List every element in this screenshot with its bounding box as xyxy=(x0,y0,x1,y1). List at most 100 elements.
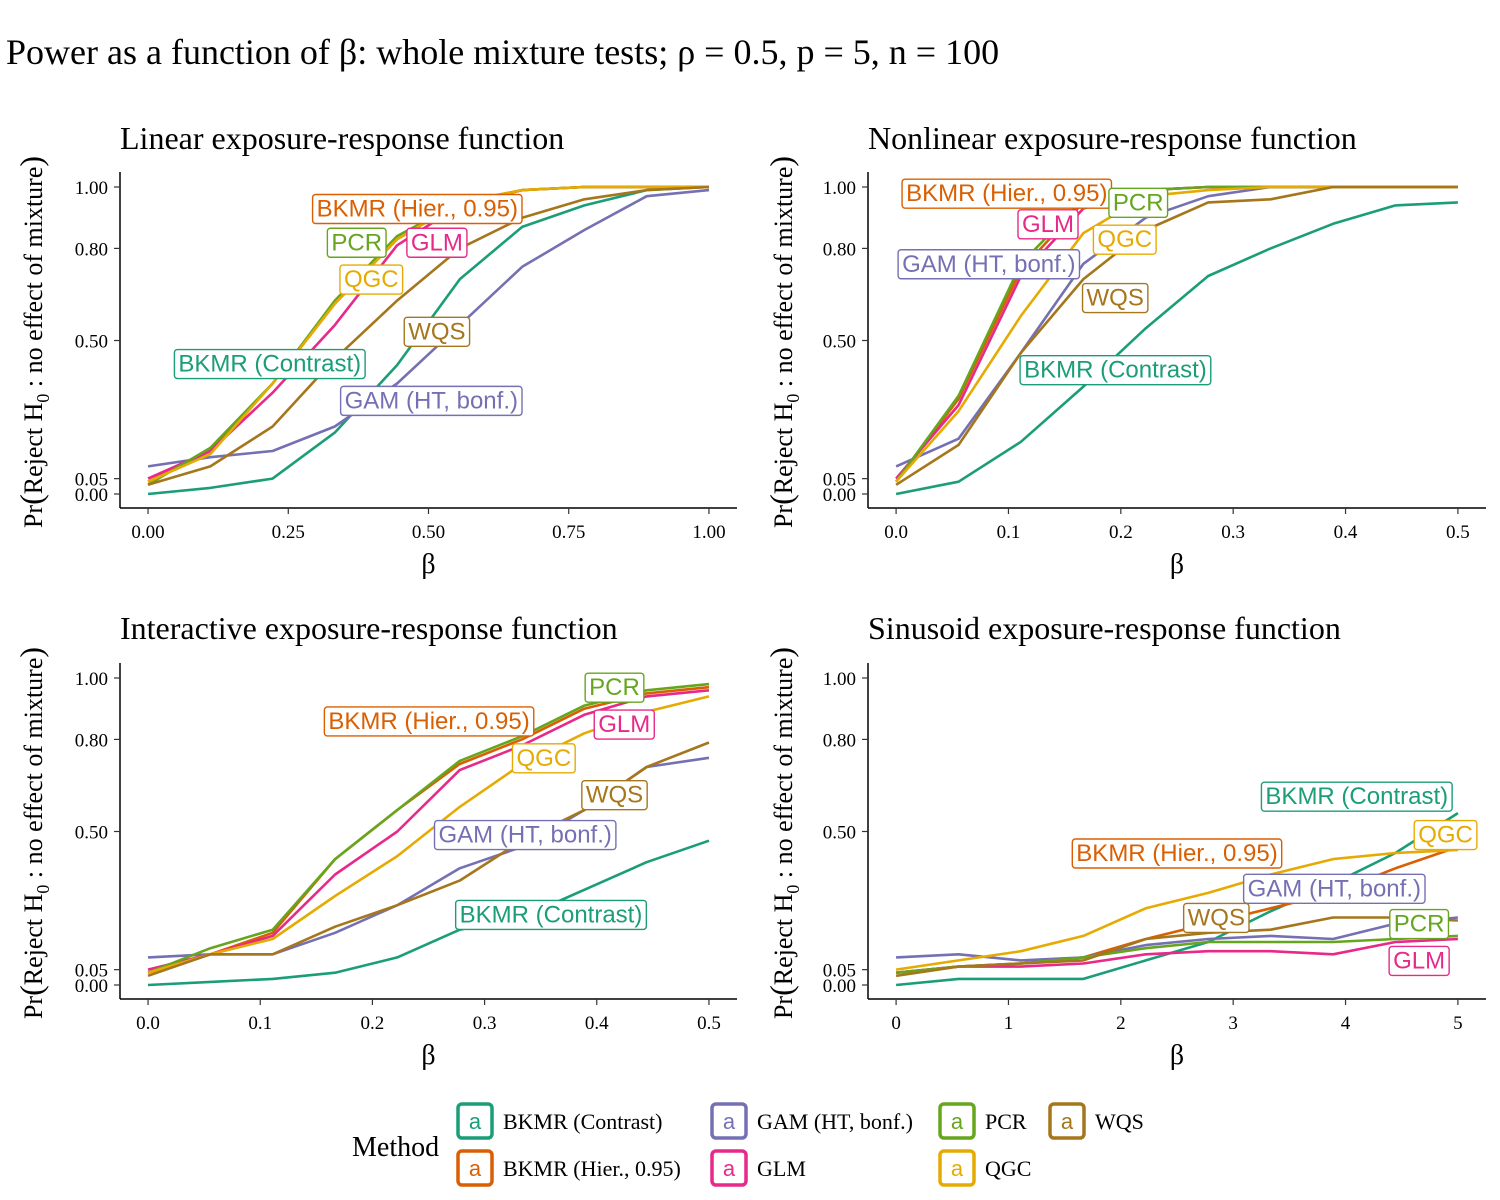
series-label-gam-ht-bonf: GAM (HT, bonf.) xyxy=(1242,873,1426,904)
series-line-glm xyxy=(147,689,710,971)
legend-key xyxy=(710,1102,748,1140)
legend-item-qgc: a QGC xyxy=(938,1149,1031,1187)
series-label-gam-ht-bonf: GAM (HT, bonf.) xyxy=(339,385,523,417)
svg-text:GAM (HT, bonf.): GAM (HT, bonf.) xyxy=(1248,875,1421,902)
svg-text:WQS: WQS xyxy=(586,782,643,809)
series-line-gam-ht-bonf xyxy=(896,916,1459,962)
series-line-gam-ht-bonf xyxy=(147,188,710,468)
series-label-bkmr-contrast: BKMR (Contrast) xyxy=(1260,781,1453,812)
y-tick-label: 0.80 xyxy=(823,239,856,260)
y-tick-label: 0.50 xyxy=(823,332,856,353)
legend-key-glyph: a xyxy=(469,1156,482,1181)
legend-item-bkmr-contrast: a BKMR (Contrast) xyxy=(456,1102,663,1140)
svg-text:WQS: WQS xyxy=(1188,904,1245,931)
legend-label: WQS xyxy=(1095,1109,1144,1134)
series-label-bkmr-contrast: BKMR (Contrast) xyxy=(173,348,366,380)
y-tick-label: 0.05 xyxy=(823,961,856,982)
svg-text:QGC: QGC xyxy=(1418,822,1473,849)
svg-text:PCR: PCR xyxy=(1394,911,1445,938)
panel-interactive: Interactive exposure-response function 0.… xyxy=(13,610,737,1071)
legend-item-glm: a GLM xyxy=(710,1149,806,1187)
svg-text:QGC: QGC xyxy=(344,266,399,293)
x-tick-label: 0.0 xyxy=(884,522,908,543)
svg-text:QGC: QGC xyxy=(1097,226,1152,253)
x-tick-label: 4 xyxy=(1341,1013,1351,1034)
x-tick-label: 0.5 xyxy=(697,1013,721,1034)
series-label-qgc: QGC xyxy=(339,264,404,295)
svg-text:BKMR (Contrast): BKMR (Contrast) xyxy=(1265,783,1448,810)
series-label-pcr: PCR xyxy=(584,672,645,703)
legend-item-bkmr-hier-0-95: a BKMR (Hier., 0.95) xyxy=(456,1149,681,1187)
x-axis-label: β xyxy=(1170,1040,1184,1071)
series-line-pcr xyxy=(895,185,1458,483)
x-tick-label: 0.4 xyxy=(1334,522,1358,543)
series-line-wqs xyxy=(895,185,1458,486)
y-tick-label: 0.00 xyxy=(823,976,856,997)
x-tick-label: 0.1 xyxy=(248,1013,272,1034)
series-label-glm: GLM xyxy=(593,709,655,740)
series-label-wqs: WQS xyxy=(581,779,648,811)
legend-label: GLM xyxy=(757,1156,806,1181)
series-label-glm: GLM xyxy=(1017,209,1079,240)
legend-key xyxy=(456,1102,494,1140)
series-line-gam-ht-bonf xyxy=(895,185,1458,468)
y-tick-label: 0.00 xyxy=(75,976,108,997)
svg-text:GLM: GLM xyxy=(411,229,463,256)
series-label-glm: GLM xyxy=(406,227,468,258)
y-tick-label: 0.00 xyxy=(75,485,108,506)
legend-key-glyph: a xyxy=(951,1109,964,1134)
legend-label: BKMR (Contrast) xyxy=(503,1109,663,1134)
svg-text:QGC: QGC xyxy=(516,745,571,772)
series-label-bkmr-hier-0-95: BKMR (Hier., 0.95) xyxy=(323,706,535,737)
y-tick-label: 1.00 xyxy=(823,178,856,199)
legend-label: PCR xyxy=(985,1109,1027,1134)
series-line-glm xyxy=(895,185,1458,480)
series-label-pcr: PCR xyxy=(1108,187,1169,219)
x-tick-label: 1 xyxy=(1004,1013,1014,1034)
y-axis-label: Pr(Reject H0 : no effect of mixture) xyxy=(13,156,53,528)
series-line-glm xyxy=(895,937,1458,974)
svg-text:PCR: PCR xyxy=(589,674,640,701)
series-label-glm: GLM xyxy=(1388,945,1450,977)
series-line-wqs xyxy=(147,185,710,487)
svg-text:GAM (HT, bonf.): GAM (HT, bonf.) xyxy=(345,387,518,414)
svg-text:GLM: GLM xyxy=(1393,947,1445,974)
series-label-gam-ht-bonf: GAM (HT, bonf.) xyxy=(433,819,617,851)
legend-key-glyph: a xyxy=(723,1156,736,1181)
y-tick-label: 1.00 xyxy=(75,178,108,199)
series-label-qgc: QGC xyxy=(1413,819,1478,851)
x-tick-label: 0.75 xyxy=(552,522,585,543)
series-label-bkmr-hier-0-95: BKMR (Hier., 0.95) xyxy=(311,193,523,225)
panel-title: Interactive exposure-response function xyxy=(120,610,618,646)
series-line-qgc xyxy=(895,185,1458,483)
x-axis-label: β xyxy=(421,549,435,580)
y-tick-label: 0.80 xyxy=(75,730,108,751)
svg-text:GAM (HT, bonf.): GAM (HT, bonf.) xyxy=(439,822,612,849)
series-label-wqs: WQS xyxy=(1081,282,1149,314)
series-label-bkmr-contrast: BKMR (Contrast) xyxy=(454,899,648,931)
x-axis-label: β xyxy=(1170,549,1184,580)
x-tick-label: 0.2 xyxy=(361,1013,385,1034)
svg-text:BKMR (Contrast): BKMR (Contrast) xyxy=(460,901,643,928)
panel-title: Linear exposure-response function xyxy=(120,120,564,156)
panel-sinusoid: Sinusoid exposure-response function0.000… xyxy=(763,610,1486,1071)
x-tick-label: 0.1 xyxy=(997,522,1021,543)
panel-nonlinear: Nonlinear exposure-response function0.00… xyxy=(763,120,1486,580)
series-line-wqs xyxy=(895,916,1458,978)
series-line-bkmr-hier-0-95 xyxy=(895,185,1458,483)
x-tick-label: 0.25 xyxy=(272,522,305,543)
svg-text:BKMR (Contrast): BKMR (Contrast) xyxy=(178,351,361,378)
legend-item-pcr: a PCR xyxy=(938,1102,1027,1140)
series-line-bkmr-contrast xyxy=(147,839,710,987)
x-tick-label: 0.4 xyxy=(585,1013,609,1034)
legend-item-gam-ht-bonf: a GAM (HT, bonf.) xyxy=(710,1102,913,1140)
series-line-qgc xyxy=(895,848,1458,971)
svg-text:GAM (HT, bonf.): GAM (HT, bonf.) xyxy=(902,251,1075,278)
series-label-qgc: QGC xyxy=(1092,224,1157,255)
svg-text:GLM: GLM xyxy=(1022,211,1074,238)
series-label-wqs: WQS xyxy=(1182,902,1250,934)
svg-text:BKMR (Hier., 0.95): BKMR (Hier., 0.95) xyxy=(1076,840,1277,867)
series-label-pcr: PCR xyxy=(1389,908,1450,940)
y-tick-label: 0.05 xyxy=(75,961,108,982)
